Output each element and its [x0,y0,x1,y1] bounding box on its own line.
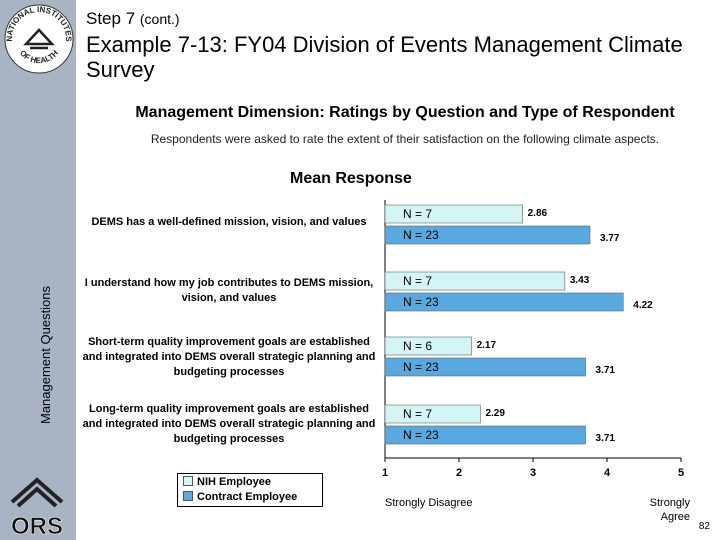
legend-label-nih: NIH Employee [197,476,271,488]
legend-label-contract: Contract Employee [197,491,298,503]
question-label: I understand how my job contributes to D… [84,277,374,304]
step-label: Step 7 (cont.) [86,9,180,28]
x-tick-label: 3 [530,467,536,479]
n-label: N = 23 [403,228,439,242]
value-label: 3.77 [600,233,620,244]
x-tick-label: 2 [456,467,462,479]
left-sidebar [0,0,76,540]
value-label: 3.43 [570,275,590,286]
svg-text:ORS: ORS [11,513,63,538]
n-label: N = 7 [403,207,432,221]
page-number: 82 [698,521,710,532]
bar [384,425,586,445]
chart-subtitle: Management Dimension: Ratings by Questio… [135,104,675,121]
chart-description: Respondents were asked to rate the exten… [150,132,660,146]
bar [384,336,472,356]
value-label: 2.86 [528,208,548,219]
x-tick-label: 4 [604,467,611,479]
page-title: Example 7-13: FY04 Division of Events Ma… [86,32,683,82]
legend-item-nih: NIH Employee [183,475,271,489]
value-label: 2.17 [477,340,497,351]
bar [384,271,566,291]
n-label: N = 23 [403,360,439,374]
scale-low-label: Strongly Disagree [385,497,473,509]
bar [384,225,591,245]
legend-swatch-contract [183,491,193,502]
svg-text:OF HEALTH: OF HEALTH [18,48,60,65]
n-label: N = 23 [403,295,439,309]
nih-seal-logo: NATIONAL INSTITUTES OF HEALTH [4,4,74,74]
n-label: N = 7 [403,407,432,421]
question-label: DEMS has a well-defined mission, vision,… [91,216,367,228]
chart-title: Mean Response [290,170,412,187]
legend-item-contract: Contract Employee [183,490,297,504]
n-label: N = 23 [403,428,439,442]
value-label: 3.71 [596,433,616,444]
x-tick-label: 5 [678,467,684,479]
bar [384,292,624,312]
x-tick-label: 1 [382,467,388,479]
bar [384,404,481,424]
n-label: N = 6 [403,339,432,353]
n-label: N = 7 [403,274,432,288]
bar [384,357,586,377]
chart-legend: NIH Employee Contract Employee [177,473,323,507]
question-label: Long-term quality improvement goals are … [82,403,376,445]
ors-logo: ORS [10,477,64,538]
value-label: 3.71 [596,365,616,376]
question-label: Short-term quality improvement goals are… [82,336,376,378]
value-label: 4.22 [633,300,653,311]
legend-swatch-nih [183,476,193,487]
scale-high-label: Strongly Agree [649,497,690,523]
value-label: 2.29 [485,408,505,419]
bar [384,204,523,224]
